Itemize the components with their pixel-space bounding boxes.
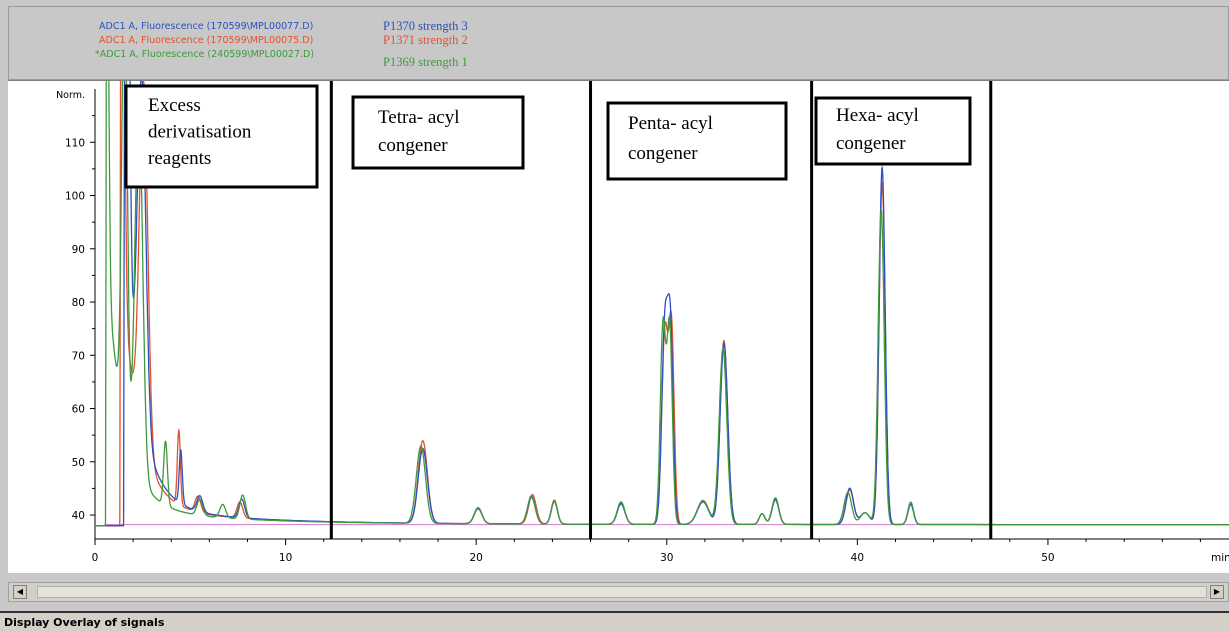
region-label-3-line-2: congener: [628, 143, 698, 164]
y-tick-label-50: 50: [72, 457, 85, 469]
x-axis-unit-label: min: [1211, 552, 1229, 564]
legend-name-1: P1370 strength 3: [383, 19, 468, 33]
x-tick-label-20: 20: [469, 552, 482, 564]
region-label-2-line-1: Tetra- acyl: [378, 107, 459, 128]
legend-name-2: P1371 strength 2: [383, 33, 468, 47]
legend-file-2: ADC1 A, Fluorescence (170599\MPL00075.D): [99, 35, 314, 46]
region-label-1-line-1: Excess: [148, 95, 201, 116]
region-label-4-line-1: Hexa- acyl: [836, 105, 919, 126]
region-label-3-line-1: Penta- acyl: [628, 113, 713, 134]
scroll-track[interactable]: [37, 586, 1207, 598]
scroll-right-arrow-icon[interactable]: ▶: [1210, 585, 1224, 599]
region-label-box-1: [124, 84, 319, 189]
trace-p1369-strength-1: [95, 81, 1229, 527]
region-label-4-line-2: congener: [836, 133, 906, 154]
y-tick-label-60: 60: [72, 404, 85, 416]
region-label-1-line-2: derivatisation: [148, 122, 252, 143]
x-tick-label-10: 10: [279, 552, 292, 564]
x-tick-label-30: 30: [660, 552, 673, 564]
region-label-box-3: [606, 101, 788, 181]
chromatogram-plot: 40 50 60 70 80 90 100 110 Norm. 0 10 20 30 40 50 min Exc…: [8, 80, 1229, 573]
legend-file-1: ADC1 A, Fluorescence (170599\MPL00077.D): [99, 21, 314, 32]
scroll-left-arrow-icon[interactable]: ◀: [13, 585, 27, 599]
y-tick-label-80: 80: [72, 297, 85, 309]
y-tick-label-90: 90: [72, 244, 85, 256]
x-tick-label-50: 50: [1041, 552, 1054, 564]
status-bar: Display Overlay of signals: [0, 611, 1229, 632]
y-axis-label: Norm.: [56, 90, 85, 101]
legend-name-3: P1369 strength 1: [383, 55, 468, 69]
y-tick-label-40: 40: [72, 510, 85, 522]
region-label-1-line-3: reagents: [148, 148, 211, 169]
y-tick-label-110: 110: [65, 137, 85, 149]
signal-legend-panel: ADC1 A, Fluorescence (170599\MPL00077.D)…: [8, 6, 1229, 80]
x-tick-label-40: 40: [851, 552, 864, 564]
y-tick-label-70: 70: [72, 350, 85, 362]
horizontal-scrollbar[interactable]: ◀ ▶: [8, 582, 1229, 602]
chromatogram-chart: 40 50 60 70 80 90 100 110 Norm. 0 10 20 30 40 50 min Exc…: [8, 81, 1229, 573]
x-tick-label-0: 0: [92, 552, 99, 564]
status-text: Display Overlay of signals: [4, 616, 165, 629]
region-label-box-4: [814, 96, 972, 166]
region-label-2-line-2: congener: [378, 135, 448, 156]
legend-file-3: *ADC1 A, Fluorescence (240599\MPL00027.D…: [95, 49, 315, 60]
region-label-box-2: [351, 95, 525, 170]
y-tick-label-100: 100: [65, 191, 85, 203]
